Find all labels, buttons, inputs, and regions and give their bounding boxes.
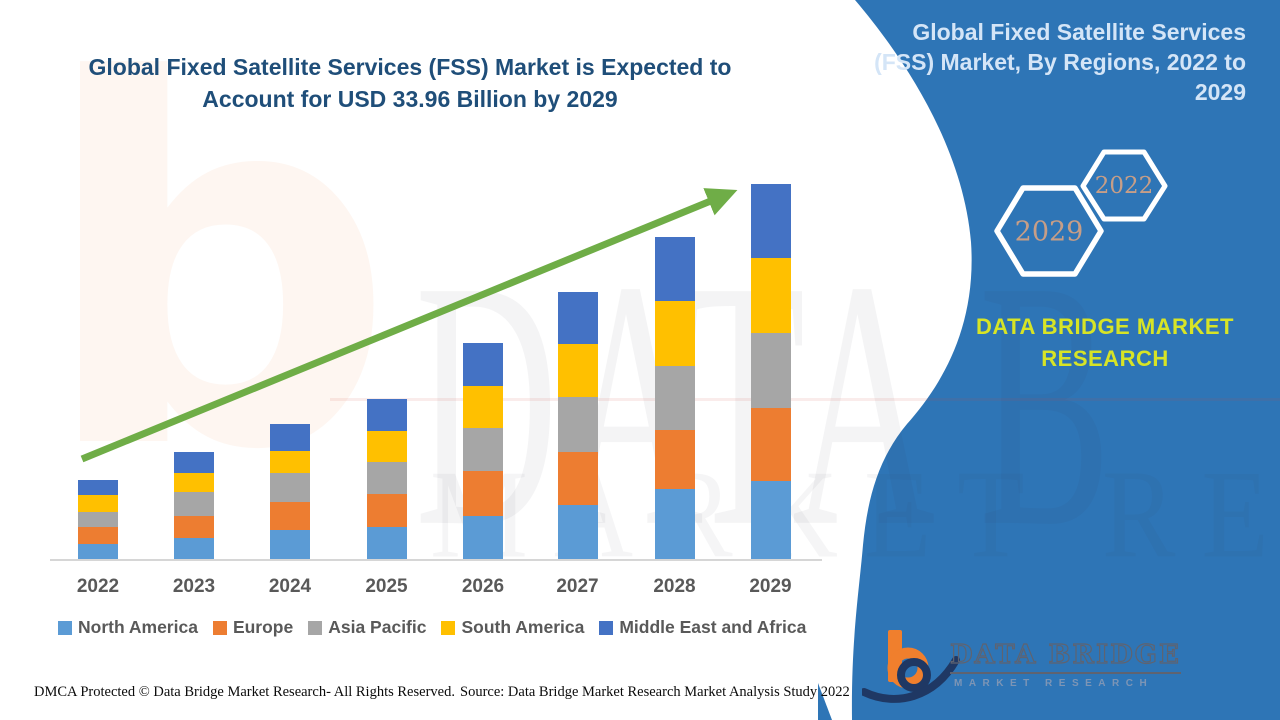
x-axis-label-2024: 2024: [268, 576, 312, 597]
side-panel-title: Global Fixed Satellite Services (FSS) Ma…: [858, 17, 1246, 107]
legend-label: Middle East and Africa: [619, 617, 807, 637]
side-panel-sliver: [818, 683, 832, 720]
bar-segment-middle-east-and-africa-2024: [270, 424, 310, 451]
bar-segment-asia-pacific-2022: [78, 511, 118, 527]
bar-segment-south-america-2029: [750, 257, 791, 333]
trend-arrow-line: [80, 188, 738, 463]
databridge-logo: DATA BRIDGE MARKET RESEARCH: [862, 622, 1262, 712]
bar-segment-europe-2022: [78, 526, 118, 544]
brand-text-line-2: RESEARCH: [1041, 346, 1169, 371]
legend-item-middle-east-and-africa: Middle East and Africa: [599, 617, 806, 638]
bar-segment-europe-2023: [174, 515, 214, 539]
side-panel-title-line-2: (FSS) Market, By Regions, 2022 to: [874, 49, 1246, 75]
bar-segment-north-america-2028: [654, 489, 695, 559]
hexagon-2029-shape: [994, 185, 1104, 277]
legend-label: Europe: [232, 617, 294, 637]
brand-text-line-1: DATA BRIDGE MARKET: [976, 314, 1234, 339]
x-axis-label-2023: 2023: [172, 576, 216, 597]
bar-segment-north-america-2022: [78, 543, 118, 559]
bar-segment-middle-east-and-africa-2027: [557, 291, 598, 344]
x-axis-label-2025: 2025: [365, 576, 408, 597]
page-title: Global Fixed Satellite Services (FSS) Ma…: [70, 51, 750, 115]
bar-segment-asia-pacific-2026: [463, 427, 503, 471]
bar-segment-europe-2029: [750, 407, 791, 481]
hexagon-2029-label: 2029: [1014, 216, 1084, 248]
legend-item-north-america: North America: [58, 617, 198, 638]
footer-source-text: Source: Data Bridge Market Research Mark…: [460, 684, 850, 700]
bar-segment-south-america-2028: [654, 300, 695, 366]
bar-segment-asia-pacific-2023: [174, 491, 214, 516]
bar-segment-south-america-2027: [557, 343, 598, 397]
chart-legend: North America Europe Asia Pacific South Ame…: [58, 617, 806, 638]
x-axis-label-2027: 2027: [556, 576, 599, 597]
bar-segment-middle-east-and-africa-2025: [366, 398, 407, 431]
x-axis-label-2029: 2029: [749, 576, 792, 597]
legend-swatch-icon: [441, 620, 456, 635]
legend-swatch-icon: [599, 620, 614, 635]
bar-segment-europe-2025: [366, 493, 407, 527]
legend-swatch-icon: [58, 620, 72, 635]
bar-segment-asia-pacific-2025: [366, 461, 407, 494]
legend-label: North America: [78, 617, 198, 637]
bar-segment-europe-2026: [463, 470, 503, 516]
x-axis-label-2028: 2028: [653, 576, 696, 597]
legend-item-south-america: South America: [441, 617, 584, 638]
x-axis-line: [50, 559, 822, 561]
page-title-line-2: Account for USD 33.96 Billion by 2029: [202, 86, 618, 112]
side-panel-background: [851, 0, 1280, 720]
bar-segment-south-america-2026: [463, 385, 503, 428]
legend-label: South America: [461, 617, 585, 637]
legend-swatch-icon: [308, 620, 323, 635]
bar-segment-north-america-2026: [463, 515, 503, 559]
bar-segment-north-america-2025: [366, 526, 407, 559]
bar-segment-north-america-2027: [557, 504, 598, 559]
bar-segment-middle-east-and-africa-2022: [78, 479, 118, 495]
bar-segment-north-america-2023: [174, 538, 214, 559]
bar-segment-south-america-2025: [366, 430, 407, 462]
bar-segment-middle-east-and-africa-2028: [654, 236, 695, 301]
bar-segment-europe-2024: [270, 501, 310, 531]
page-title-line-1: Global Fixed Satellite Services (FSS) Ma…: [88, 54, 732, 80]
x-axis-label-2026: 2026: [461, 576, 505, 597]
bar-segment-middle-east-and-africa-2023: [174, 451, 214, 473]
databridge-logo-name: DATA BRIDGE: [949, 639, 1181, 674]
hexagon-2022-shape: [1080, 149, 1168, 222]
databridge-logo-icon: [862, 630, 960, 703]
x-axis-label-2022: 2022: [76, 576, 120, 597]
bar-segment-asia-pacific-2024: [270, 472, 310, 502]
hexagon-2022-label: 2022: [1094, 173, 1154, 199]
bar-segment-middle-east-and-africa-2026: [463, 342, 503, 386]
legend-swatch-icon: [212, 620, 227, 635]
bar-segment-europe-2027: [557, 451, 598, 505]
bar-segment-south-america-2022: [78, 494, 118, 512]
bar-segment-asia-pacific-2028: [654, 365, 695, 430]
bar-segment-asia-pacific-2027: [557, 396, 598, 452]
bar-segment-north-america-2024: [270, 530, 310, 559]
legend-item-asia-pacific: Asia Pacific: [308, 617, 426, 638]
side-panel-title-line-1: Global Fixed Satellite Services: [912, 19, 1246, 45]
bar-segment-asia-pacific-2029: [750, 332, 791, 408]
bar-segment-south-america-2024: [270, 450, 310, 473]
legend-item-europe: Europe: [212, 617, 294, 638]
databridge-logo-subtitle: MARKET RESEARCH: [954, 678, 1154, 689]
bar-segment-south-america-2023: [174, 472, 214, 492]
footer-dmca-text: DMCA Protected © Data Bridge Market Rese…: [34, 684, 455, 700]
bar-segment-north-america-2029: [750, 480, 791, 559]
bar-segment-europe-2028: [654, 429, 695, 490]
legend-label: Asia Pacific: [328, 617, 427, 637]
watermark-underline: [330, 398, 1280, 401]
brand-text: DATA BRIDGE MARKET RESEARCH: [955, 311, 1255, 375]
side-panel-title-line-3: 2029: [1194, 79, 1246, 105]
bar-segment-middle-east-and-africa-2029: [750, 184, 791, 258]
